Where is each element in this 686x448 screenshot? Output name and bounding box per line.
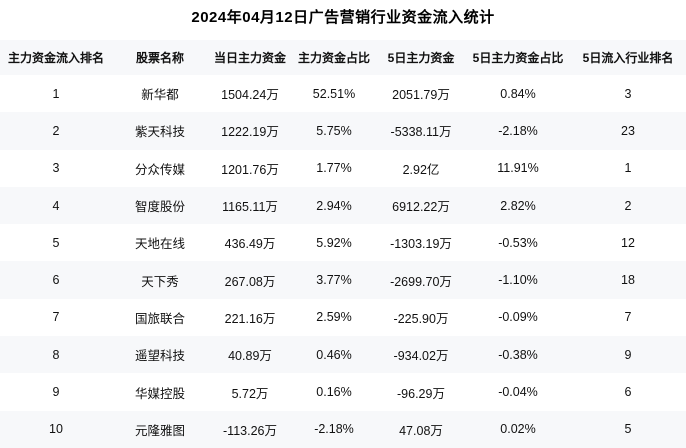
table-cell: 5.92% bbox=[316, 235, 352, 250]
table-cell: -113.26万 bbox=[223, 423, 277, 438]
table-cell: 221.16万 bbox=[224, 311, 276, 326]
column-header: 5日流入行业排名 bbox=[582, 51, 674, 65]
column-header: 主力资金流入排名 bbox=[7, 51, 104, 65]
table-cell: 元隆雅图 bbox=[134, 423, 185, 438]
table-cell: -1.10% bbox=[498, 273, 538, 288]
table-row: 5 天地在线 436.49万 5.92% -1303.19万 -0.53% 12 bbox=[0, 224, 686, 262]
table-cell: 1 bbox=[624, 161, 632, 176]
table-cell: 2.82% bbox=[500, 198, 536, 213]
table-cell: 4 bbox=[52, 198, 60, 213]
column-header: 主力资金占比 bbox=[297, 51, 370, 65]
table-cell: 436.49万 bbox=[224, 237, 276, 252]
table-cell: 6 bbox=[624, 385, 632, 400]
table-cell: -0.53% bbox=[498, 235, 538, 250]
table-cell: 23 bbox=[621, 123, 635, 138]
table-cell: 7 bbox=[52, 310, 60, 325]
table-cell: 1 bbox=[52, 86, 60, 101]
table-row: 7 国旅联合 221.16万 2.59% -225.90万 -0.09% 7 bbox=[0, 298, 686, 337]
table-row: 4 智度股份 1165.11万 2.94% 6912.22万 2.82% 2 bbox=[0, 186, 686, 225]
table-cell: 遥望科技 bbox=[134, 349, 185, 364]
table-cell: 智度股份 bbox=[134, 200, 185, 215]
table-cell: 0.84% bbox=[500, 86, 536, 101]
table-row: 8 遥望科技 40.89万 0.46% -934.02万 -0.38% 9 bbox=[0, 336, 686, 374]
table-cell: 12 bbox=[621, 235, 635, 250]
table-cell: 0.46% bbox=[316, 347, 352, 362]
column-header: 股票名称 bbox=[135, 51, 184, 65]
table-cell: 0.16% bbox=[316, 385, 352, 400]
table-cell: 3 bbox=[624, 86, 632, 101]
table-cell: -225.90万 bbox=[393, 311, 449, 326]
table-cell: 3 bbox=[52, 161, 60, 176]
table-cell: 国旅联合 bbox=[134, 311, 185, 326]
table-row: 2 紫天科技 1222.19万 5.75% -5338.11万 -2.18% 23 bbox=[0, 112, 686, 150]
table-cell: 11.91% bbox=[497, 161, 539, 176]
table-row: 3 分众传媒 1201.76万 1.77% 2.92亿 11.91% 1 bbox=[0, 149, 686, 187]
table-cell: 5.72万 bbox=[231, 386, 269, 401]
table-row: 1 新华都 1504.24万 52.51% 2051.79万 0.84% 3 bbox=[0, 75, 686, 113]
table-cell: 2.94% bbox=[316, 198, 352, 213]
table-cell: 2.59% bbox=[316, 310, 352, 325]
table-header-row: 主力资金流入排名 股票名称 当日主力资金 主力资金占比 5日主力资金 5日主力资金占比 5日… bbox=[0, 40, 686, 75]
table-cell: -2.18% bbox=[314, 422, 354, 437]
table-cell: 5.75% bbox=[316, 123, 352, 138]
table-cell: 52.51% bbox=[312, 86, 356, 101]
table-cell: 紫天科技 bbox=[134, 125, 185, 140]
table-cell: 47.08万 bbox=[399, 423, 443, 438]
table-header: 主力资金流入排名 股票名称 当日主力资金 主力资金占比 5日主力资金 5日主力资金占比 5日… bbox=[0, 40, 686, 75]
table-cell: -0.38% bbox=[498, 347, 538, 362]
table-cell: 6912.22万 bbox=[392, 200, 450, 215]
table-cell: -0.04% bbox=[498, 385, 538, 400]
table-cell: 5 bbox=[52, 235, 60, 250]
table-cell: 1222.19万 bbox=[221, 125, 279, 140]
table-cell: 2 bbox=[52, 123, 60, 138]
table-cell: 40.89万 bbox=[228, 349, 272, 364]
table-cell: 3.77% bbox=[316, 273, 352, 288]
table-cell: -934.02万 bbox=[393, 349, 449, 364]
table-row: 9 华媒控股 5.72万 0.16% -96.29万 -0.04% 6 bbox=[0, 373, 686, 411]
table-cell: 1165.11万 bbox=[222, 200, 278, 215]
table-cell: 6 bbox=[52, 273, 60, 288]
table-cell: -5338.11万 bbox=[390, 125, 452, 140]
table-row: 6 天下秀 267.08万 3.77% -2699.70万 -1.10% 18 bbox=[0, 261, 686, 299]
table-cell: 1.77% bbox=[316, 161, 352, 176]
column-header: 5日主力资金占比 bbox=[472, 51, 564, 65]
table-cell: 267.08万 bbox=[224, 274, 276, 289]
table-cell: -2699.70万 bbox=[390, 274, 452, 289]
table-cell: 1201.76万 bbox=[221, 162, 279, 177]
table-cell: 18 bbox=[621, 273, 635, 288]
table-body: 1 新华都 1504.24万 52.51% 2051.79万 0.84% 3 2 紫天科技 122… bbox=[0, 75, 686, 448]
table-cell: 9 bbox=[52, 385, 60, 400]
table-cell: 2 bbox=[624, 198, 632, 213]
table-cell: 5 bbox=[624, 422, 632, 437]
table-cell: 1504.24万 bbox=[221, 88, 279, 103]
table-cell: 华媒控股 bbox=[134, 386, 185, 401]
table-cell: 天下秀 bbox=[141, 274, 179, 289]
table-cell: 2051.79万 bbox=[392, 88, 450, 103]
table-cell: 0.02% bbox=[500, 422, 536, 437]
table-row: 10 元隆雅图 -113.26万 -2.18% 47.08万 0.02% 5 bbox=[0, 410, 686, 448]
table-cell: 7 bbox=[624, 310, 632, 325]
table-cell: 新华都 bbox=[141, 88, 179, 103]
page-title: 2024年04月12日广告营销行业资金流入统计 bbox=[191, 9, 495, 26]
column-header: 5日主力资金 bbox=[387, 51, 455, 65]
table-cell: -0.09% bbox=[498, 310, 538, 325]
table-cell: 10 bbox=[49, 422, 63, 437]
table-cell: -1303.19万 bbox=[390, 237, 452, 252]
table-cell: 8 bbox=[52, 347, 60, 362]
table-cell: 分众传媒 bbox=[134, 162, 185, 177]
table-cell: 2.92亿 bbox=[402, 162, 440, 177]
table-cell: 天地在线 bbox=[134, 237, 185, 252]
column-header: 当日主力资金 bbox=[213, 51, 286, 65]
table-cell: -96.29万 bbox=[397, 386, 445, 401]
table-cell: 9 bbox=[624, 347, 632, 362]
capital-flow-table: 主力资金流入排名 股票名称 当日主力资金 主力资金占比 5日主力资金 5日主力资金占比 5日… bbox=[0, 40, 686, 448]
table-cell: -2.18% bbox=[498, 123, 538, 138]
